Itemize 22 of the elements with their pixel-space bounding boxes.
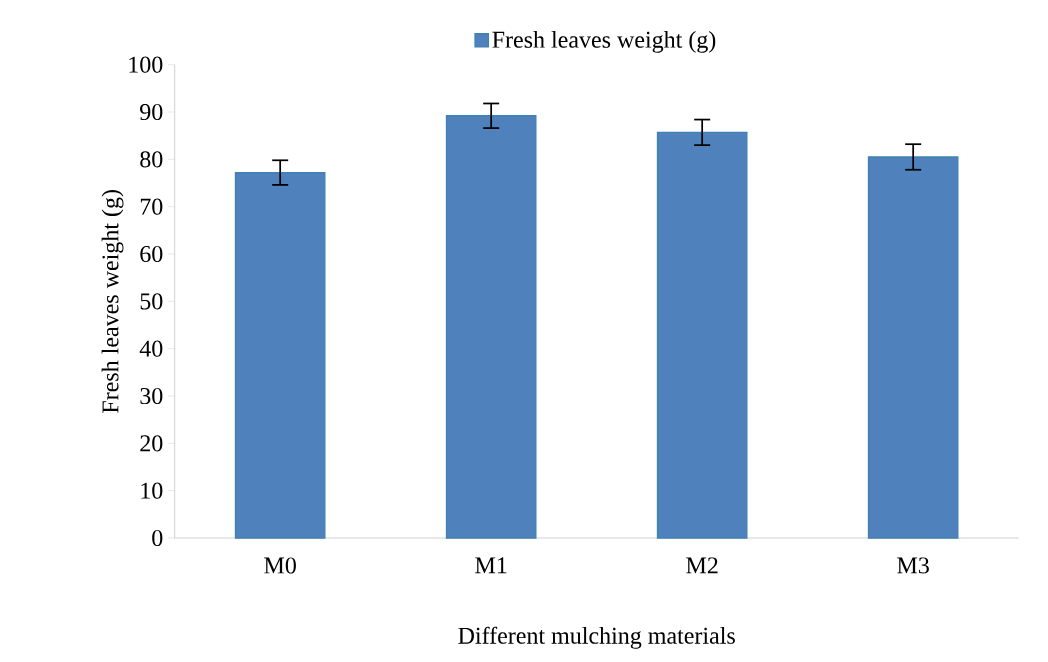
y-tick-label: 40 — [139, 340, 163, 357]
x-tick-label: M2 — [686, 557, 718, 574]
y-tick-label: 30 — [140, 387, 163, 405]
x-tick-label: M0 — [264, 557, 296, 574]
y-tick-label: 100 — [129, 56, 163, 73]
y-tick-label: 80 — [140, 151, 163, 168]
legend-label: Fresh leaves weight (g) — [492, 30, 716, 53]
y-tick-label: 90 — [140, 103, 163, 121]
y-tick-label: 10 — [141, 482, 163, 499]
y-tick-label: 60 — [140, 245, 163, 263]
y-tick-label: 20 — [140, 435, 163, 452]
bar — [234, 171, 326, 539]
x-tick-label: M1 — [475, 557, 507, 574]
x-axis-title: Different mulching materials — [458, 626, 735, 649]
y-tick-label: 0 — [152, 529, 163, 547]
y-axis-title: Fresh leaves weight (g) — [101, 190, 124, 413]
x-tick-label: M3 — [897, 557, 929, 574]
bar — [656, 131, 748, 539]
y-tick-label: 50 — [140, 293, 163, 310]
y-tick-label: 70 — [140, 198, 163, 215]
bar — [867, 156, 959, 539]
bar — [445, 115, 537, 539]
